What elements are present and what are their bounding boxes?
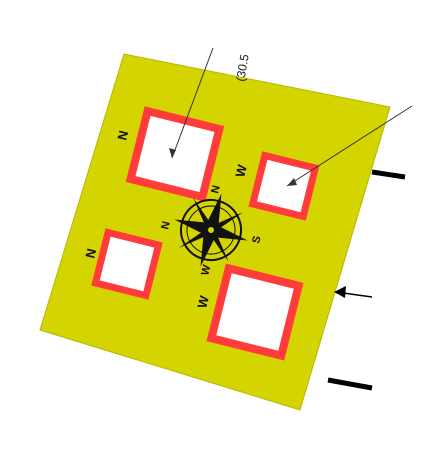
panel-label-bottom-right: W (194, 293, 212, 309)
leader-arrowhead-top-left (169, 148, 176, 158)
leader-line-top-right (286, 105, 413, 187)
compass-south-label: W (199, 263, 213, 277)
compass-rose-icon (174, 193, 248, 267)
compass-north-label: N (209, 184, 223, 195)
compass-west-label: N (159, 220, 173, 231)
pointer-arrowhead (334, 286, 346, 298)
panel-top-right (248, 151, 320, 221)
panel-label-bottom-left: N (82, 247, 99, 260)
panel-label-top-right: W (232, 162, 250, 178)
panel-bottom-left (91, 228, 163, 300)
leader-arrowhead-top-right (287, 178, 297, 186)
coordinate-annotation: (30.5 (233, 53, 252, 83)
compass-east-label: S (250, 235, 263, 245)
panel-bottom-right (206, 263, 304, 361)
lower-bar (327, 377, 373, 391)
leader-line-top-left (171, 47, 214, 159)
panel-label-top-left: N (114, 129, 131, 142)
upper-bar (371, 169, 406, 180)
panel-top-left (125, 106, 225, 202)
